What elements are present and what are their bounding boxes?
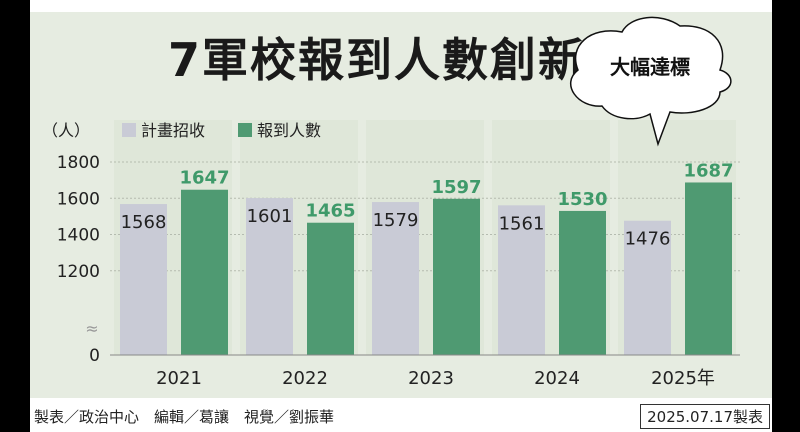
y-tick-label: 1200 [57, 262, 100, 282]
y-tick-label: 0 [89, 346, 100, 366]
bar-label-planned: 1561 [499, 213, 545, 234]
bar-planned [120, 204, 167, 355]
right-bezel [772, 0, 800, 432]
bar-label-reported: 1687 [683, 160, 733, 181]
footer: 製表／政治中心 編輯／葛讓 視覺／劉振華 2025.07.17製表 [30, 404, 772, 429]
bar-reported [685, 182, 732, 355]
chart-panel: 7軍校報到人數創新高 1800 1600 1400 1200 0 ≈ （人） 計畫招收 報到人數… [30, 12, 772, 398]
legend-label-reported: 報到人數 [257, 121, 321, 140]
axis-break-mark: ≈ [85, 319, 98, 338]
bar-label-reported: 1530 [557, 189, 607, 210]
x-tick-label: 2025年 [651, 368, 715, 389]
y-tick-label: 1600 [57, 189, 100, 209]
bar-chart: 1800 1600 1400 1200 0 ≈ （人） 計畫招收 報到人數 1568 1647 202… [42, 16, 740, 389]
bar-planned [498, 205, 545, 355]
legend-swatch-reported [238, 123, 252, 137]
bar-label-reported: 1465 [305, 201, 355, 222]
bar-reported [559, 210, 606, 355]
bar-label-reported: 1647 [179, 168, 229, 189]
bar-label-planned: 1568 [121, 212, 167, 233]
x-tick-label: 2021 [156, 368, 202, 389]
x-tick-label: 2024 [534, 368, 580, 389]
bar-planned [246, 198, 293, 355]
bar-reported [307, 222, 354, 355]
bar-label-reported: 1597 [431, 177, 481, 198]
callout-text: 大幅達標 [610, 55, 690, 79]
y-unit-label: （人） [42, 121, 90, 140]
bar-planned [624, 220, 671, 355]
callout-bubble [570, 16, 732, 147]
y-tick-label: 1400 [57, 226, 100, 246]
legend-swatch-planned [122, 123, 136, 137]
bar-label-planned: 1476 [625, 229, 671, 250]
x-tick-label: 2022 [282, 368, 328, 389]
legend-label-planned: 計畫招收 [141, 121, 205, 140]
bar-label-planned: 1601 [247, 206, 293, 227]
x-tick-label: 2023 [408, 368, 454, 389]
credit-line: 製表／政治中心 編輯／葛讓 視覺／劉振華 [34, 408, 335, 426]
date-stamp: 2025.07.17製表 [640, 404, 770, 429]
bar-label-planned: 1579 [373, 210, 419, 231]
bar-reported [433, 198, 480, 355]
bar-planned [372, 202, 419, 355]
chart-title: 7軍校報到人數創新高 [167, 33, 634, 87]
y-tick-label: 1800 [57, 153, 100, 173]
left-bezel [0, 0, 30, 432]
bar-reported [181, 189, 228, 355]
